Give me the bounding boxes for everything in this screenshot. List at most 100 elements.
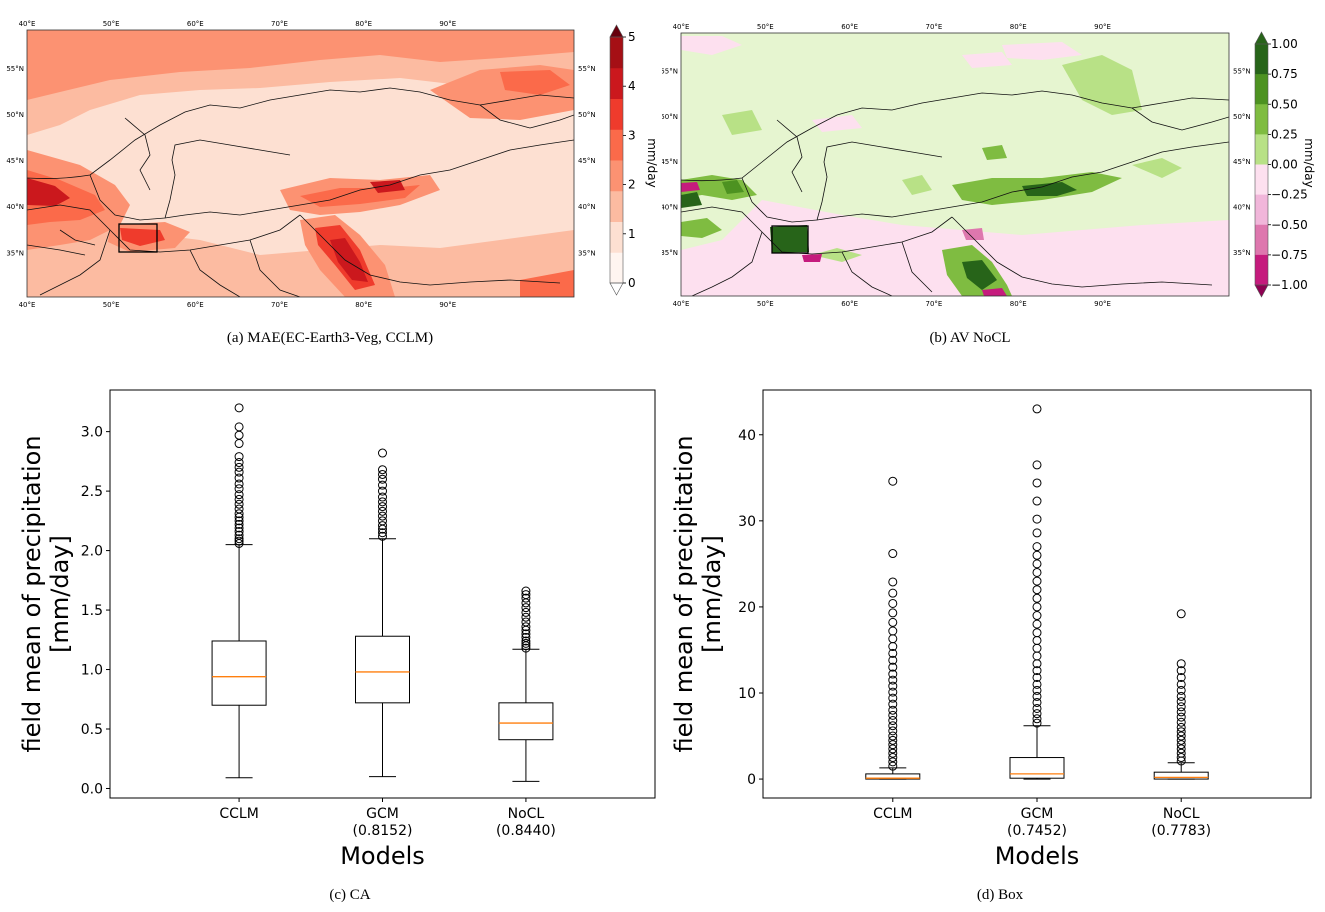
y-tick-label: 30 (738, 514, 756, 530)
lon-tick-label: 90°E (1094, 300, 1111, 308)
map-b-shade (802, 254, 822, 262)
map-b-lat-ticks-right: 55°N 50°N 45°N 40°N 35°N (1233, 68, 1251, 257)
outlier-point (888, 721, 898, 731)
y-tick-label: 1.0 (81, 663, 103, 679)
colorbar-tick-label: 0.25 (1271, 127, 1298, 141)
outlier-point (521, 617, 531, 627)
map-b-shade (962, 260, 997, 290)
lon-tick-label: 90°E (439, 301, 456, 309)
y-tick-label: 2.0 (81, 544, 103, 560)
outlier-point (888, 681, 898, 691)
outlier-point (234, 523, 244, 533)
outlier-point (888, 693, 898, 703)
outlier-point (234, 516, 244, 526)
colorbar-segment (1255, 254, 1268, 286)
outlier-point (378, 516, 387, 526)
outlier-point (1032, 718, 1042, 728)
outlier-point (234, 509, 244, 519)
outlier-point (234, 494, 244, 504)
lon-tick-label: 60°E (187, 20, 204, 28)
map-b-shade (982, 288, 1007, 296)
y-tick-label: 0 (747, 772, 756, 788)
map-b-lon-ticks-top: 40°E 50°E 60°E 70°E 80°E 90°E (673, 23, 1111, 31)
map-b-shade (1132, 158, 1182, 178)
outlier-point (521, 590, 531, 600)
outlier-point (234, 430, 244, 440)
colorbar-segment (610, 252, 623, 284)
outlier-point (888, 476, 898, 486)
outlier-point (888, 634, 898, 644)
x-tick-label: GCM (1021, 806, 1054, 822)
outlier-point (234, 499, 244, 509)
outlier-point (1032, 528, 1042, 538)
map-a-borders (27, 87, 574, 297)
outlier-point (1032, 691, 1042, 701)
outlier-point (888, 626, 898, 636)
colorbar-frame (609, 36, 624, 284)
outlier-point (521, 622, 531, 632)
colorbar-extend-top (609, 24, 624, 38)
outlier-point (1032, 576, 1042, 586)
lon-tick-label: 40°E (19, 301, 36, 309)
boxplot-d: 0 10 20 30 40 field mean of precipitation [mm/… (670, 389, 1312, 870)
outlier-point (1032, 679, 1042, 689)
map-b-shade (1062, 55, 1142, 115)
outlier-point (234, 534, 244, 544)
outlier-point (888, 617, 898, 627)
y-tick-label: 40 (738, 428, 756, 444)
colorbar-tick-label: 0.75 (1271, 67, 1298, 81)
outlier-point (234, 504, 244, 514)
colorbar-segment (1255, 194, 1268, 226)
y-axis-label: field mean of precipitation (670, 435, 698, 752)
colorbar-segment (610, 129, 623, 161)
outlier-point (888, 757, 898, 767)
map-b-lon-ticks-bottom: 40°E 50°E 60°E 70°E 80°E 90°E (673, 300, 1111, 308)
lat-tick-label: 35°N (662, 249, 678, 257)
outlier-point (378, 502, 387, 512)
colorbar-segment (1255, 224, 1268, 256)
colorbar-segment (610, 67, 623, 99)
lat-tick-label: 55°N (1233, 68, 1251, 76)
lon-tick-label: 40°E (673, 23, 690, 31)
map-b-shade (722, 180, 744, 194)
outlier-point (1176, 685, 1186, 695)
lat-tick-label: 50°N (578, 111, 596, 119)
outlier-point (888, 662, 898, 672)
outlier-point (888, 588, 898, 598)
colorbar-tick-label: 5 (628, 30, 636, 44)
map-a-lat-ticks-left: 55°N 50°N 45°N 40°N 35°N (6, 65, 24, 257)
outlier-point (1032, 478, 1042, 488)
caption-d: (d) Box (976, 887, 1024, 903)
colorbar-segment (1255, 134, 1268, 165)
map-b-region-box (771, 225, 809, 254)
colorbar-segment (1255, 104, 1268, 135)
outlier-point (521, 586, 531, 596)
box-iqr (498, 702, 554, 741)
colorbar-tick-label: −0.75 (1271, 248, 1308, 262)
outlier-point (1032, 460, 1042, 470)
outlier-point (1176, 679, 1186, 689)
map-b-colorbar-label: mm/day (1302, 138, 1316, 188)
lat-tick-label: 35°N (6, 249, 24, 257)
outlier-point (888, 716, 898, 726)
colorbar-tick-label: −0.50 (1271, 218, 1308, 232)
outlier-point (521, 612, 531, 622)
colorbar-extend-bottom (609, 282, 624, 296)
lat-tick-label: 55°N (6, 65, 24, 73)
lat-tick-label: 40°N (1233, 204, 1251, 212)
map-b-shade (812, 115, 862, 132)
outlier-point (234, 458, 244, 468)
outlier-point (521, 629, 531, 639)
colorbar-segment (1255, 44, 1268, 75)
colorbar-tick-label: 0.50 (1271, 97, 1298, 111)
map-a-shade (520, 270, 574, 297)
map-b-shade (1022, 182, 1077, 196)
boxplot-c: 0.0 0.5 1.0 1.5 2.0 2.5 3.0 field mean of preci… (18, 389, 656, 870)
caption-c: (c) CA (329, 887, 371, 903)
map-a-lon-ticks-bottom: 40°E 50°E 60°E 70°E 80°E 90°E (19, 301, 457, 309)
outlier-point (1032, 585, 1042, 595)
lat-tick-label: 50°N (6, 111, 24, 119)
outlier-point (234, 490, 244, 500)
outlier-point (234, 527, 244, 537)
map-b-shade (962, 52, 1012, 68)
